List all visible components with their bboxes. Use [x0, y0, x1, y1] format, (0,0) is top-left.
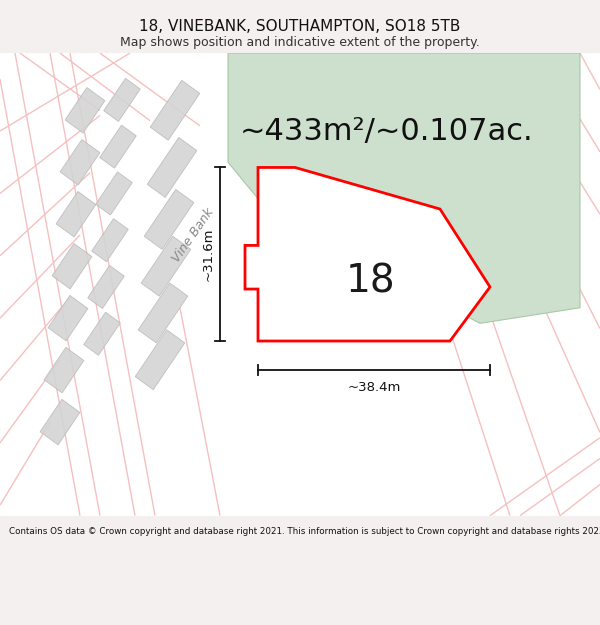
Text: Map shows position and indicative extent of the property.: Map shows position and indicative extent… — [120, 36, 480, 49]
Text: ~31.6m: ~31.6m — [202, 228, 215, 281]
Polygon shape — [96, 172, 132, 215]
Text: 18: 18 — [345, 262, 395, 301]
Polygon shape — [144, 189, 194, 249]
Polygon shape — [141, 236, 191, 296]
Polygon shape — [150, 81, 200, 140]
Polygon shape — [245, 168, 490, 341]
Text: Contains OS data © Crown copyright and database right 2021. This information is : Contains OS data © Crown copyright and d… — [9, 526, 600, 536]
Text: ~433m²/~0.107ac.: ~433m²/~0.107ac. — [240, 117, 533, 146]
Text: Vine Bank: Vine Bank — [170, 206, 217, 264]
Polygon shape — [138, 283, 188, 343]
Polygon shape — [56, 191, 96, 237]
Polygon shape — [65, 88, 105, 133]
Polygon shape — [104, 78, 140, 121]
Polygon shape — [60, 139, 100, 185]
Polygon shape — [52, 244, 92, 289]
Polygon shape — [48, 296, 88, 341]
Polygon shape — [40, 399, 80, 445]
Polygon shape — [228, 53, 580, 323]
Text: 18, VINEBANK, SOUTHAMPTON, SO18 5TB: 18, VINEBANK, SOUTHAMPTON, SO18 5TB — [139, 19, 461, 34]
Polygon shape — [84, 312, 120, 355]
Polygon shape — [88, 266, 124, 309]
Polygon shape — [92, 219, 128, 262]
Polygon shape — [44, 348, 84, 393]
Text: ~38.4m: ~38.4m — [347, 381, 401, 394]
Polygon shape — [100, 125, 136, 168]
Polygon shape — [135, 330, 185, 390]
Polygon shape — [147, 138, 197, 198]
